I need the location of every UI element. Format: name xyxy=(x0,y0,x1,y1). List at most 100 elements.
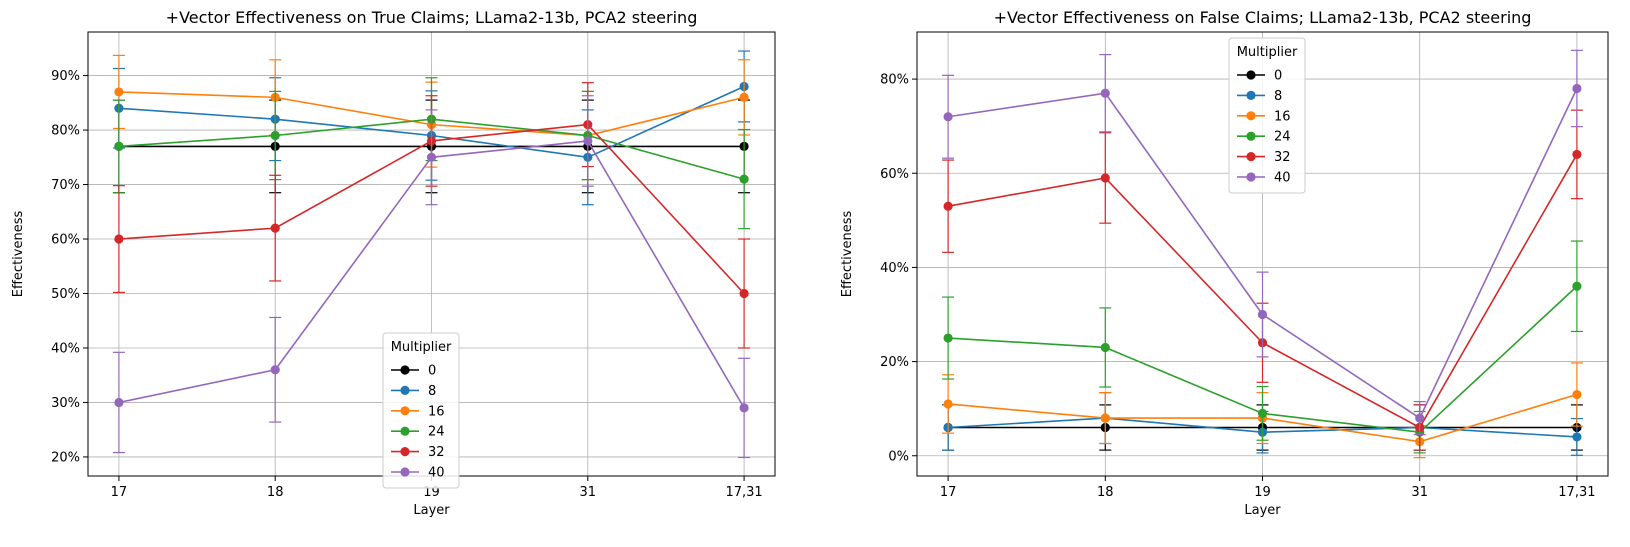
data-point xyxy=(1572,281,1582,291)
x-ticks: 17 18 19 31 17,31 xyxy=(111,476,763,500)
true-claims-chart: +Vector Effectiveness on True Claims; LL… xyxy=(11,8,776,518)
legend-items: 0 8 16 24 32 40 xyxy=(1237,69,1291,186)
y-tick-label: 0% xyxy=(888,449,909,464)
legend-label: 40 xyxy=(1274,171,1291,186)
legend-swatch-marker xyxy=(1246,70,1256,80)
legend-item: 0 xyxy=(391,364,436,379)
legend-label: 16 xyxy=(1274,109,1291,124)
series-40 xyxy=(112,95,751,459)
data-point xyxy=(1415,413,1425,423)
plot-frame xyxy=(916,31,1609,477)
y-tick-label: 20% xyxy=(880,355,909,370)
data-point xyxy=(1572,149,1582,160)
data-point xyxy=(270,365,280,375)
x-tick-label: 17,31 xyxy=(725,485,762,500)
data-point xyxy=(943,399,953,409)
false-claims-chart: +Vector Effectiveness on False Claims; L… xyxy=(840,8,1609,518)
legend-swatch-marker xyxy=(1246,111,1256,121)
series-layer xyxy=(942,49,1583,459)
legend-swatch-marker xyxy=(1246,90,1256,100)
data-point xyxy=(739,174,749,184)
legend-swatch-marker xyxy=(400,385,410,395)
legend-swatch-marker xyxy=(400,365,410,375)
legend-swatch-marker xyxy=(400,447,410,457)
data-point xyxy=(426,152,437,162)
legend-item: 16 xyxy=(1237,109,1291,124)
y-tick-label: 60% xyxy=(880,167,909,182)
legend-swatch-marker xyxy=(400,406,410,416)
y-tick-label: 80% xyxy=(51,124,80,139)
y-tick-label: 20% xyxy=(51,450,80,465)
y-tick-label: 40% xyxy=(51,341,80,356)
y-axis-label: Effectiveness xyxy=(840,211,855,298)
legend-label: 16 xyxy=(428,404,445,419)
x-tick-label: 19 xyxy=(1254,485,1271,500)
legend-items: 0 8 16 24 32 40 xyxy=(391,364,445,481)
y-tick-label: 60% xyxy=(51,233,80,248)
data-point xyxy=(943,112,953,122)
x-tick-label: 18 xyxy=(1097,485,1114,500)
legend-item: 32 xyxy=(391,445,445,460)
legend-item: 8 xyxy=(1237,89,1282,104)
legend-label: 24 xyxy=(428,425,445,440)
legend-label: 32 xyxy=(428,445,445,460)
legend-title: Multiplier xyxy=(1237,45,1298,60)
y-tick-label: 70% xyxy=(51,178,80,193)
data-point xyxy=(943,333,953,343)
y-tick-label: 30% xyxy=(51,396,80,411)
legend-swatch-marker xyxy=(1246,131,1256,141)
legend-item: 32 xyxy=(1237,150,1291,165)
y-ticks: 20% 30% 40% 50% 60% 70% 80% 90% xyxy=(51,69,88,465)
legend-swatch-marker xyxy=(400,467,410,477)
y-tick-label: 40% xyxy=(880,261,909,276)
legend-swatch-marker xyxy=(1246,172,1256,182)
x-tick-label: 31 xyxy=(1411,485,1428,500)
data-point xyxy=(1100,173,1110,183)
data-point xyxy=(943,201,953,211)
data-point xyxy=(114,87,124,97)
data-point xyxy=(1257,408,1268,418)
x-tick-label: 19 xyxy=(423,485,440,500)
legend-swatch-marker xyxy=(1246,152,1256,162)
legend-label: 32 xyxy=(1274,150,1291,165)
data-point xyxy=(114,397,124,408)
legend: Multiplier 0 8 16 24 32 40 xyxy=(1228,37,1306,194)
data-point xyxy=(1100,413,1110,423)
x-axis-label: Layer xyxy=(413,503,450,518)
legend-label: 24 xyxy=(1274,130,1291,145)
data-point xyxy=(1572,83,1582,94)
data-point xyxy=(583,136,593,146)
series-40 xyxy=(942,49,1583,436)
chart-title: +Vector Effectiveness on True Claims; LL… xyxy=(166,8,698,27)
legend-item: 40 xyxy=(391,466,445,481)
legend-label: 8 xyxy=(428,384,436,399)
y-axis-label: Effectiveness xyxy=(11,211,26,298)
y-tick-label: 50% xyxy=(51,287,80,302)
legend-item: 40 xyxy=(1237,171,1291,186)
x-tick-label: 17,31 xyxy=(1558,485,1595,500)
legend-label: 0 xyxy=(1274,69,1282,84)
data-point xyxy=(114,141,124,152)
data-point xyxy=(739,92,749,102)
legend-item: 16 xyxy=(391,404,445,419)
legend-label: 0 xyxy=(428,364,436,379)
data-point xyxy=(270,130,280,141)
x-tick-label: 31 xyxy=(580,485,597,500)
legend-label: 40 xyxy=(428,466,445,481)
legend-swatch-marker xyxy=(400,426,410,436)
data-point xyxy=(1572,389,1582,400)
data-point xyxy=(114,234,124,244)
chart-title: +Vector Effectiveness on False Claims; L… xyxy=(994,8,1532,27)
x-axis-label: Layer xyxy=(1244,503,1281,518)
x-tick-label: 18 xyxy=(267,485,284,500)
legend-item: 8 xyxy=(391,384,436,399)
series-layer xyxy=(112,50,751,459)
x-tick-label: 17 xyxy=(940,485,957,500)
data-point xyxy=(270,223,280,233)
data-point xyxy=(739,288,749,299)
data-point xyxy=(1257,309,1268,320)
legend-item: 0 xyxy=(1237,69,1282,84)
legend-item: 24 xyxy=(391,425,445,440)
legend-label: 8 xyxy=(1274,89,1282,104)
